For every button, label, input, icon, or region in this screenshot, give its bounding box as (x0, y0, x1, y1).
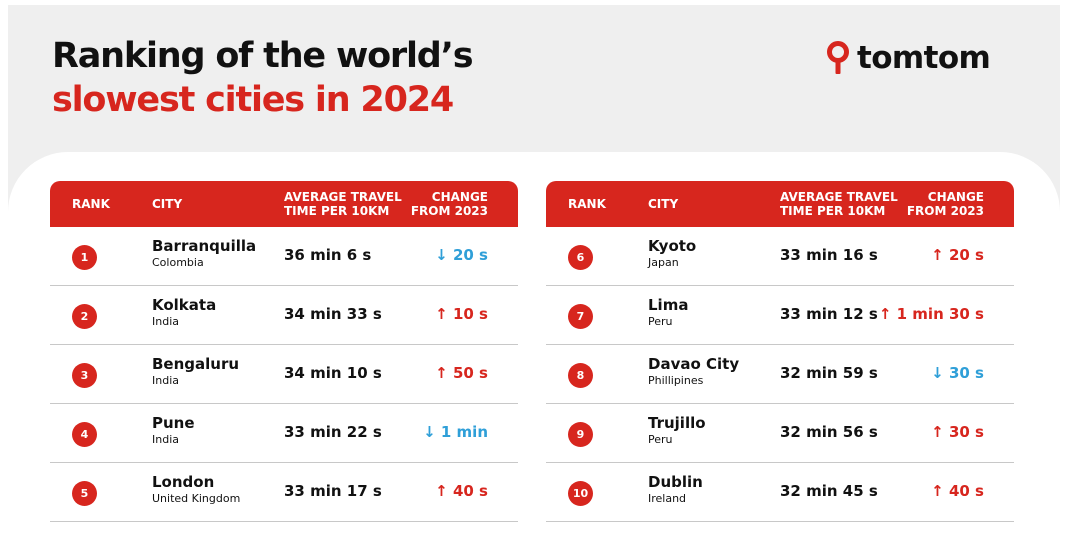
change-from-2023: ↑ 50 s (435, 364, 488, 382)
header-change-line-1: CHANGE (431, 190, 488, 204)
change-from-2023: ↑ 40 s (435, 482, 488, 500)
country-name: Peru (648, 433, 673, 446)
city-name: Trujillo (648, 414, 706, 432)
rank-badge: 5 (72, 481, 97, 506)
table-body: 1 Barranquilla Colombia 36 min 6 s ↓ 20 s 2 Ko… (50, 227, 518, 522)
city-name: Lima (648, 296, 689, 314)
city-name: Barranquilla (152, 237, 257, 255)
change-from-2023: ↓ 30 s (931, 364, 984, 382)
country-name: Peru (648, 315, 673, 328)
table-row: 10 Dublin Ireland 32 min 45 s ↑ 40 s (546, 463, 1014, 522)
change-from-2023: ↓ 20 s (435, 246, 488, 264)
rank-badge: 8 (568, 363, 593, 388)
header-rank: RANK (568, 197, 606, 211)
city-name: Kolkata (152, 296, 217, 314)
country-name: India (152, 315, 179, 328)
table-header: RANK CITY AVERAGE TRAVEL TIME PER 10KM CH… (546, 181, 1014, 227)
country-name: India (152, 374, 179, 387)
country-name: United Kingdom (152, 492, 241, 505)
map-pin-icon (827, 41, 849, 74)
table-row: 2 Kolkata India 34 min 33 s ↑ 10 s (50, 286, 518, 345)
rank-badge: 2 (72, 304, 97, 329)
city-name: Dublin (648, 473, 703, 491)
average-travel-time: 34 min 33 s (284, 305, 382, 323)
change-from-2023: ↑ 30 s (931, 423, 984, 441)
table-row: 4 Pune India 33 min 22 s ↓ 1 min (50, 404, 518, 463)
header-change: CHANGE FROM 2023 (907, 190, 984, 218)
header-average-travel-time: AVERAGE TRAVEL TIME PER 10KM (284, 190, 402, 218)
rank-badge: 1 (72, 245, 97, 270)
table-row: 5 London United Kingdom 33 min 17 s ↑ 40 s (50, 463, 518, 522)
rank-badge: 4 (72, 422, 97, 447)
average-travel-time: 32 min 59 s (780, 364, 878, 382)
tomtom-logo: tomtom (826, 36, 991, 80)
table-row: 3 Bengaluru India 34 min 10 s ↑ 50 s (50, 345, 518, 404)
header-average-travel-time: AVERAGE TRAVEL TIME PER 10KM (780, 190, 898, 218)
average-travel-time: 33 min 16 s (780, 246, 878, 264)
average-travel-time: 33 min 22 s (284, 423, 382, 441)
change-from-2023: ↑ 10 s (435, 305, 488, 323)
city-name: Bengaluru (152, 355, 240, 373)
country-name: Ireland (648, 492, 687, 505)
table-row: 1 Barranquilla Colombia 36 min 6 s ↓ 20 s (50, 227, 518, 286)
rank-badge: 7 (568, 304, 593, 329)
average-travel-time: 33 min 12 s (780, 305, 878, 323)
average-travel-time: 32 min 45 s (780, 482, 878, 500)
header-avg-line-1: AVERAGE TRAVEL (284, 190, 402, 204)
change-from-2023: ↑ 1 min 30 s (878, 305, 984, 323)
city-name: Pune (152, 414, 195, 432)
country-name: Japan (648, 256, 679, 269)
header-avg-line-1: AVERAGE TRAVEL (780, 190, 898, 204)
country-name: India (152, 433, 179, 446)
header-city: CITY (152, 197, 183, 211)
brand-name: tomtom (857, 40, 991, 76)
change-from-2023: ↑ 20 s (931, 246, 984, 264)
title-line-2: slowest cities in 2024 (52, 80, 454, 120)
header-change-line-2: FROM 2023 (906, 204, 984, 218)
table-row: 8 Davao City Phillipines 32 min 59 s ↓ 30 s (546, 345, 1014, 404)
header-change-line-2: FROM 2023 (410, 204, 488, 218)
table-body: 6 Kyoto Japan 33 min 16 s ↑ 20 s 7 Lima Peru 33 … (546, 227, 1014, 522)
city-name: Kyoto (648, 237, 697, 255)
header-rank: RANK (72, 197, 110, 211)
header-avg-line-2: TIME PER 10KM (284, 204, 390, 218)
average-travel-time: 34 min 10 s (284, 364, 382, 382)
country-name: Phillipines (648, 374, 704, 387)
header-avg-line-2: TIME PER 10KM (780, 204, 886, 218)
change-from-2023: ↑ 40 s (931, 482, 984, 500)
title-line-1: Ranking of the world’s (52, 36, 474, 76)
table-row: 9 Trujillo Peru 32 min 56 s ↑ 30 s (546, 404, 1014, 463)
header-city: CITY (648, 197, 679, 211)
table-header: RANK CITY AVERAGE TRAVEL TIME PER 10KM CH… (50, 181, 518, 227)
header-change: CHANGE FROM 2023 (411, 190, 488, 218)
page-title: Ranking of the world’s slowest cities in… (52, 34, 474, 122)
table-row: 7 Lima Peru 33 min 12 s ↑ 1 min 30 s (546, 286, 1014, 345)
city-name: Davao City (648, 355, 740, 373)
rank-badge: 6 (568, 245, 593, 270)
average-travel-time: 32 min 56 s (780, 423, 878, 441)
ranking-table-right: RANK CITY AVERAGE TRAVEL TIME PER 10KM CH… (546, 181, 1014, 522)
rank-badge: 10 (568, 481, 593, 506)
rank-badge: 3 (72, 363, 97, 388)
average-travel-time: 36 min 6 s (284, 246, 372, 264)
city-name: London (152, 473, 215, 491)
country-name: Colombia (152, 256, 204, 269)
ranking-table-left: RANK CITY AVERAGE TRAVEL TIME PER 10KM CH… (50, 181, 518, 522)
average-travel-time: 33 min 17 s (284, 482, 382, 500)
rank-badge: 9 (568, 422, 593, 447)
change-from-2023: ↓ 1 min (423, 423, 488, 441)
header-change-line-1: CHANGE (927, 190, 984, 204)
table-row: 6 Kyoto Japan 33 min 16 s ↑ 20 s (546, 227, 1014, 286)
